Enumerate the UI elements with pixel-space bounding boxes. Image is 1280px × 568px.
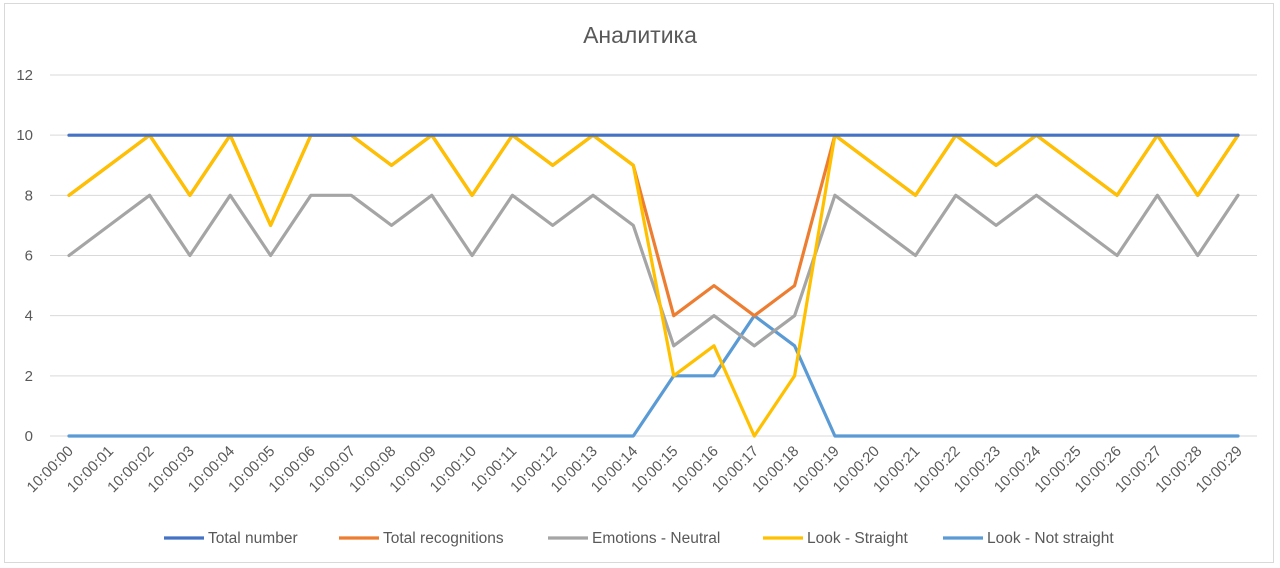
series-lines — [67, 133, 1240, 438]
legend-label: Look - Not straight — [987, 530, 1114, 547]
gridlines — [50, 74, 1257, 437]
series-line-emotions-neutral — [67, 193, 1240, 348]
y-tick-label: 0 — [25, 428, 33, 445]
chart-area — [4, 3, 1274, 563]
series-line-look-not-straight — [67, 314, 1240, 438]
legend: Total number Total recognitions Emotions -… — [164, 530, 1114, 547]
y-tick-label: 4 — [25, 308, 33, 325]
chart-title: Аналитика — [583, 22, 697, 48]
y-tick-label: 10 — [16, 127, 33, 144]
legend-label: Emotions - Neutral — [592, 530, 720, 547]
legend-label: Look - Straight — [807, 530, 908, 547]
x-axis-ticks: 10:00:0010:00:0110:00:0210:00:0310:00:04… — [24, 443, 1246, 496]
series-line-look-straight — [67, 133, 1240, 438]
legend-label: Total number — [208, 530, 298, 547]
y-axis-ticks: 0 2 4 6 8 10 12 — [16, 67, 33, 445]
y-tick-label: 12 — [16, 67, 33, 84]
legend-label: Total recognitions — [383, 530, 504, 547]
y-tick-label: 6 — [25, 248, 33, 265]
y-tick-label: 8 — [25, 187, 33, 204]
y-tick-label: 2 — [25, 368, 33, 385]
